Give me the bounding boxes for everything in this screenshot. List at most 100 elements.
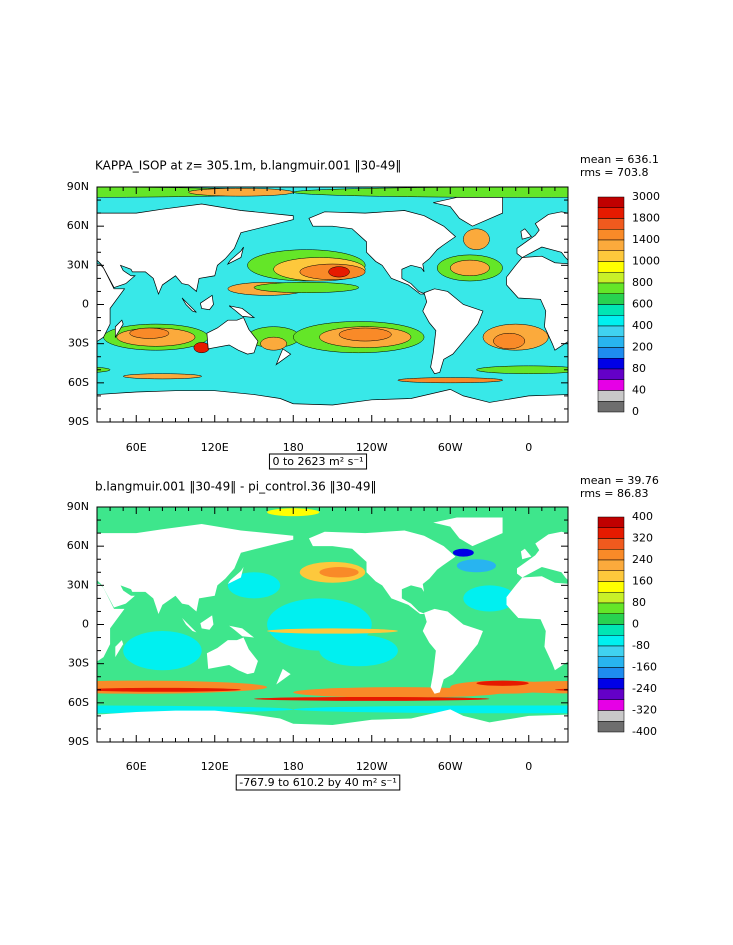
field-patch [0,229,18,250]
colorbar-label: -320 [632,704,657,717]
land [200,615,214,630]
field-patch [0,255,32,281]
lon-label: 60W [438,441,463,454]
colorbar-box [597,272,625,284]
lat-label: 90N [67,180,89,193]
range-box [268,453,368,470]
land [228,305,256,319]
lat-label: 0 [82,618,89,631]
land [206,317,259,355]
lat-label: 90S [68,415,89,428]
colorbar-box [597,347,625,359]
range-label: -767.9 to 610.2 by 40 m² s⁻¹ [239,776,397,789]
land [586,640,594,657]
field-patch [718,327,733,348]
land [115,640,124,658]
colorbar-box [597,368,625,380]
colorbar-box [597,315,625,327]
land [114,319,124,339]
field-patch [699,572,733,598]
lon-label: 60W [438,760,463,773]
colorbar-box [597,678,625,690]
field-patch [476,365,568,374]
colorbar-box [597,325,625,337]
field-patch [319,567,359,578]
land [678,318,729,355]
field-patch [260,336,287,351]
land [567,394,568,422]
colorbar-label: 600 [632,298,653,311]
colorbar-box [597,613,625,625]
colorbar-box [597,570,625,582]
lon-label: 120E [201,760,229,773]
field-patch [193,342,210,354]
colorbar-box [597,250,625,262]
field-patch [5,681,57,686]
land [700,306,725,318]
land [182,617,197,633]
colorbar-box [597,390,625,402]
field-patch [660,188,733,196]
colorbar-label: -240 [632,682,657,695]
colorbar-box [597,516,625,528]
field-patch [97,680,268,694]
field-patch [397,377,503,384]
lat-label: 90N [67,500,89,513]
land [671,295,684,309]
field-patch [293,187,568,198]
field-patch [575,324,680,350]
field-patch [0,559,25,572]
colorbar-box [597,239,625,251]
colorbar-box [597,379,625,391]
land [97,523,294,615]
land [97,203,294,296]
field-patch [267,628,398,634]
colorbar-label: 1000 [632,255,660,268]
stat-text: mean = 636.1 [580,153,659,166]
lon-label: 120W [356,760,388,773]
field-patch [22,333,53,349]
land [516,531,568,581]
stat-text: rms = 703.8 [580,166,648,179]
field-patch [293,705,568,714]
land [226,246,244,265]
colorbar-box [597,581,625,593]
land [0,609,12,694]
field-patch [450,680,555,694]
field-patch [463,585,516,612]
field-patch [450,259,490,277]
land [199,294,214,311]
land [97,388,568,422]
land [97,583,125,662]
field-patch [463,228,490,250]
colorbar-label: 160 [632,575,653,588]
field-patch [253,282,359,293]
colorbar-box [597,688,625,700]
land [229,625,254,638]
land [97,263,126,342]
land [433,517,503,547]
colorbar-box [597,207,625,219]
field-patch [97,366,111,373]
field-patch [452,548,474,557]
land [520,228,532,240]
lon-label: 120W [356,441,388,454]
field-patch [0,549,3,557]
lon-label: 180 [283,760,304,773]
stat-text: rms = 86.83 [580,487,648,500]
field-patch [319,634,398,667]
colorbar-box [597,549,625,561]
land [678,638,729,675]
field-patch [665,342,681,352]
land [97,709,568,742]
land [671,615,684,629]
land [699,567,715,584]
colorbar-label: 320 [632,532,653,545]
field-patch [328,266,350,278]
field-patch [97,687,241,692]
colorbar-label: -400 [632,725,657,738]
colorbar-label: 1400 [632,233,660,246]
map [0,187,733,422]
